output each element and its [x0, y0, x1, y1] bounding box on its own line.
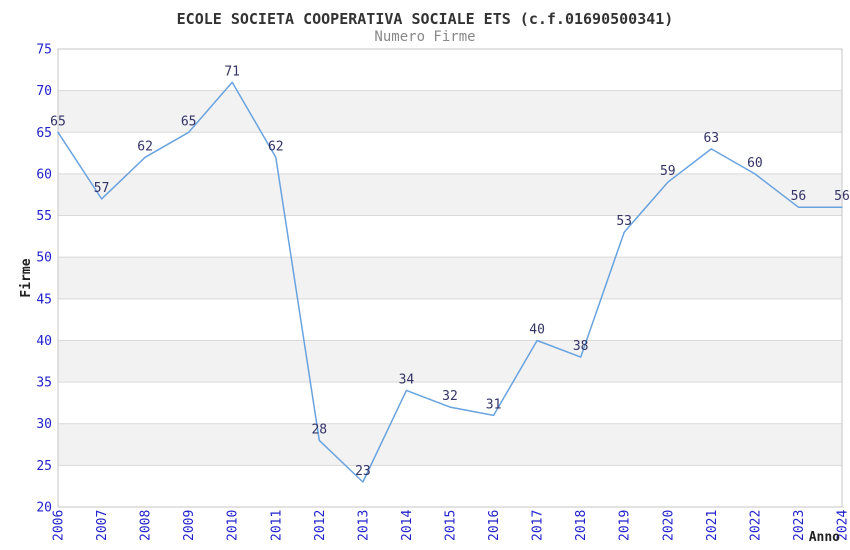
chart-title: ECOLE SOCIETA COOPERATIVA SOCIALE ETS (c… [176, 10, 674, 28]
y-tick-label: 65 [36, 126, 52, 141]
data-point-label: 62 [268, 139, 284, 154]
y-tick-label: 45 [36, 292, 52, 307]
x-tick-label: 2017 [531, 510, 546, 541]
data-point-label: 63 [703, 131, 719, 146]
data-point-label: 40 [529, 323, 545, 338]
x-tick-label: 2018 [574, 510, 589, 541]
x-tick-label: 2021 [705, 510, 720, 541]
chart-subtitle: Numero Firme [374, 29, 476, 45]
data-point-label: 65 [181, 114, 197, 129]
data-point-label: 56 [834, 189, 850, 204]
data-point-label: 71 [224, 64, 240, 79]
y-tick-label: 60 [36, 167, 52, 182]
data-point-label: 32 [442, 389, 458, 404]
y-tick-label: 50 [36, 251, 52, 266]
plot-band [58, 257, 842, 299]
x-tick-label: 2011 [269, 510, 284, 541]
y-tick-label: 25 [36, 459, 52, 474]
x-tick-label: 2023 [792, 510, 807, 541]
plot-band [58, 340, 842, 383]
data-point-label: 23 [355, 464, 371, 479]
data-point-label: 53 [616, 214, 632, 229]
x-tick-label: 2007 [95, 510, 110, 541]
data-point-label: 31 [486, 397, 502, 412]
x-tick-label: 2015 [444, 510, 459, 541]
x-tick-label: 2013 [356, 510, 371, 541]
y-tick-label: 40 [36, 334, 52, 349]
plot-band [58, 423, 842, 466]
y-tick-label: 70 [36, 84, 52, 99]
plot-band [58, 90, 842, 133]
x-tick-label: 2010 [226, 510, 241, 541]
y-tick-label: 20 [36, 501, 52, 516]
x-tick-label: 2008 [139, 510, 154, 541]
x-axis-title: Anno [809, 530, 840, 545]
x-tick-label: 2009 [182, 510, 197, 541]
y-tick-label: 30 [36, 417, 52, 432]
data-point-label: 28 [311, 422, 327, 437]
data-point-label: 59 [660, 164, 676, 179]
data-point-label: 34 [399, 372, 415, 387]
plot-border [57, 48, 843, 508]
data-point-label: 57 [94, 181, 110, 196]
x-tick-label: 2012 [313, 510, 328, 541]
x-tick-label: 2006 [52, 510, 67, 541]
y-tick-label: 55 [36, 209, 52, 224]
x-tick-label: 2016 [487, 510, 502, 541]
plot-band [58, 173, 842, 216]
data-point-label: 38 [573, 339, 589, 354]
data-point-label: 56 [791, 189, 807, 204]
data-point-label: 62 [137, 139, 153, 154]
x-tick-label: 2022 [748, 510, 763, 541]
x-tick-label: 2014 [400, 510, 415, 541]
series-line [57, 81, 843, 483]
data-point-label: 60 [747, 156, 763, 171]
y-axis-title: Firme [19, 258, 34, 297]
y-tick-label: 75 [36, 43, 52, 58]
y-tick-label: 35 [36, 376, 52, 391]
x-tick-label: 2020 [661, 510, 676, 541]
x-tick-label: 2024 [836, 510, 850, 541]
data-point-label: 65 [50, 114, 66, 129]
x-tick-label: 2019 [618, 510, 633, 541]
